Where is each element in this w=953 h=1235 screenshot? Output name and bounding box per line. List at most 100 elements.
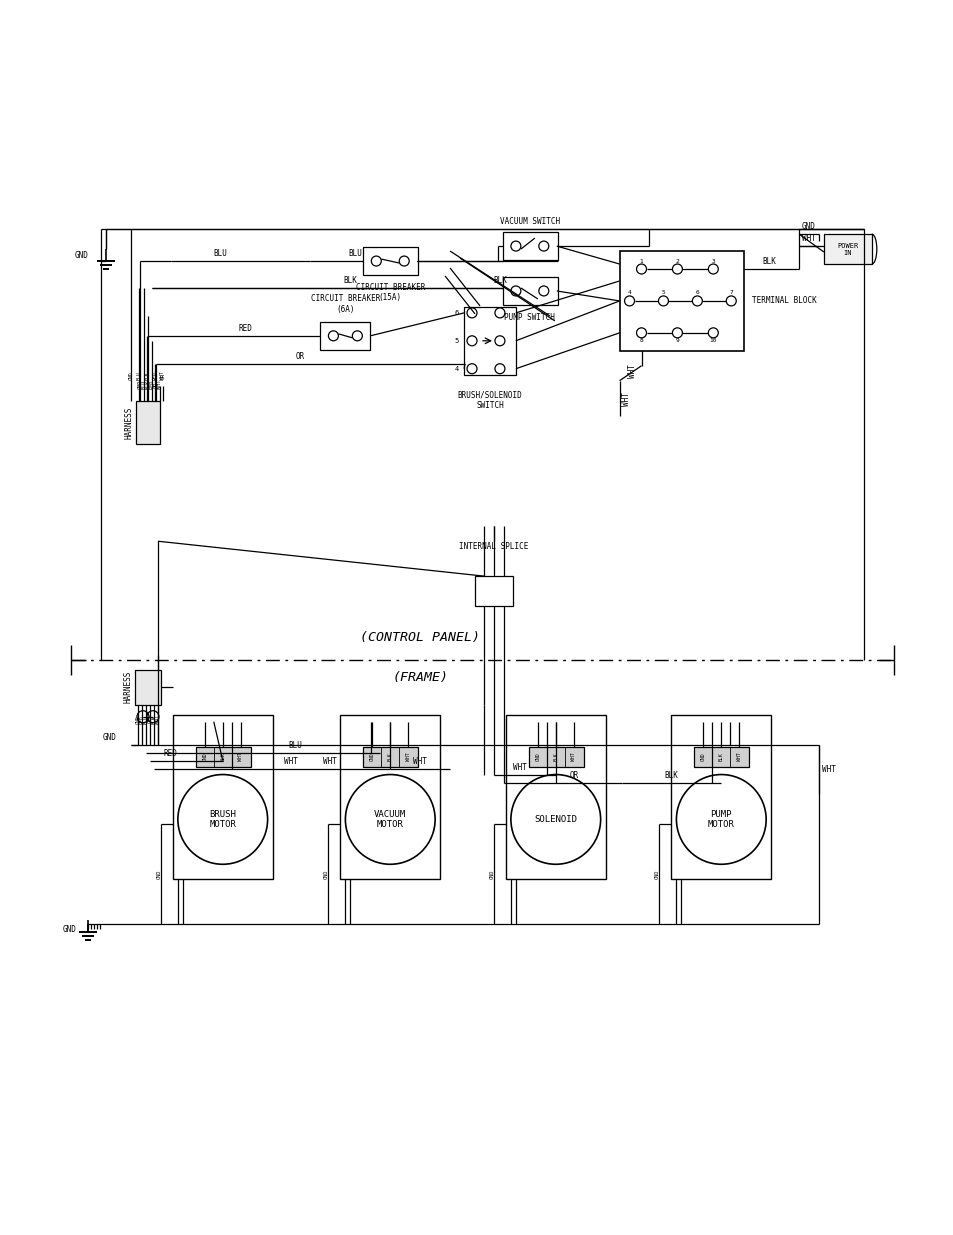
Text: RED: RED (164, 748, 177, 757)
Circle shape (707, 327, 718, 338)
Bar (340, 715, 439, 879)
Circle shape (398, 256, 409, 266)
Text: CIRCUIT BREAKER
(15A): CIRCUIT BREAKER (15A) (355, 283, 424, 303)
Circle shape (177, 774, 268, 864)
Text: BLK: BLK (220, 752, 225, 761)
Text: GND: GND (324, 869, 329, 879)
Text: 8: 8 (639, 338, 642, 343)
Text: PUMP
MOTOR: PUMP MOTOR (707, 810, 734, 829)
Text: VACUUM SWITCH: VACUUM SWITCH (499, 217, 559, 226)
Circle shape (692, 296, 701, 306)
Text: WHT: WHT (513, 762, 526, 772)
Text: RED: RED (150, 380, 154, 389)
Text: CIRCUIT BREAKER
(6A): CIRCUIT BREAKER (6A) (311, 294, 379, 314)
Text: GND: GND (202, 752, 207, 761)
Text: RED: RED (152, 372, 157, 380)
Text: BLU: BLU (141, 380, 147, 389)
Text: WHT: WHT (323, 757, 337, 766)
Bar (463, 308, 516, 374)
Text: WHT: WHT (413, 757, 427, 766)
Circle shape (658, 296, 668, 306)
Text: 7: 7 (729, 290, 732, 295)
Text: OR: OR (148, 716, 152, 722)
Circle shape (495, 336, 504, 346)
Text: BLK: BLK (553, 752, 558, 761)
Text: WHT: WHT (160, 372, 165, 380)
Circle shape (495, 364, 504, 374)
Bar (135, 669, 161, 705)
Text: BLK: BLK (761, 257, 776, 266)
Text: GND: GND (135, 715, 140, 724)
Text: BLU: BLU (136, 372, 141, 380)
Text: OR: OR (153, 382, 158, 388)
Bar (502, 232, 558, 261)
Text: BLK: BLK (145, 380, 151, 389)
Text: WHT: WHT (821, 764, 835, 774)
Text: GND: GND (129, 372, 133, 380)
Text: OR: OR (160, 373, 165, 379)
Text: BLU: BLU (143, 715, 149, 724)
Bar (320, 322, 370, 350)
Text: RED: RED (238, 324, 253, 332)
Text: WHT: WHT (736, 752, 740, 761)
Text: BLU: BLU (348, 249, 362, 258)
Text: 6: 6 (695, 290, 699, 295)
Circle shape (676, 774, 765, 864)
Circle shape (538, 287, 548, 296)
Text: GND: GND (370, 752, 375, 761)
Text: GND: GND (700, 752, 705, 761)
Text: VACUUM
MOTOR: VACUUM MOTOR (374, 810, 406, 829)
Bar (136, 400, 160, 443)
Circle shape (495, 308, 504, 317)
Text: BLK: BLK (664, 771, 678, 779)
Circle shape (672, 264, 681, 274)
Text: WHT: WHT (627, 364, 636, 378)
Circle shape (725, 296, 736, 306)
Text: SOLENOID: SOLENOID (534, 815, 577, 824)
Text: WHT: WHT (801, 235, 815, 243)
Circle shape (511, 774, 600, 864)
Bar (502, 277, 558, 305)
Bar (505, 715, 605, 879)
Text: GND: GND (655, 869, 659, 879)
Text: WHT: WHT (157, 380, 162, 389)
Text: OR: OR (295, 352, 305, 361)
Text: WHT: WHT (621, 391, 630, 405)
Circle shape (371, 256, 381, 266)
Text: 9: 9 (675, 338, 679, 343)
Circle shape (707, 264, 718, 274)
Bar (823, 235, 871, 264)
Text: GND: GND (489, 869, 494, 879)
Text: HARNESS: HARNESS (123, 671, 132, 703)
Circle shape (352, 331, 362, 341)
Text: OR: OR (570, 771, 578, 779)
Bar (671, 715, 770, 879)
Text: GND: GND (156, 869, 161, 879)
Circle shape (672, 327, 681, 338)
Bar (172, 715, 273, 879)
Text: GND: GND (801, 222, 815, 231)
Text: INTERNAL SPLICE: INTERNAL SPLICE (458, 542, 528, 551)
Text: 4: 4 (455, 366, 458, 372)
Text: WHT: WHT (155, 715, 160, 724)
Text: (CONTROL PANEL): (CONTROL PANEL) (360, 631, 479, 645)
Circle shape (636, 327, 646, 338)
Text: BLK: BLK (493, 275, 506, 285)
Circle shape (467, 308, 476, 317)
Text: 1: 1 (639, 258, 642, 263)
Bar (195, 747, 251, 767)
Circle shape (328, 331, 338, 341)
Text: 5: 5 (455, 338, 458, 343)
Text: BRUSH/SOLENOID
SWITCH: BRUSH/SOLENOID SWITCH (457, 390, 522, 410)
Text: GND: GND (535, 752, 539, 761)
Text: BRUSH
MOTOR: BRUSH MOTOR (209, 810, 236, 829)
Bar (363, 247, 417, 275)
Text: HARNESS: HARNESS (124, 406, 132, 438)
Text: 3: 3 (711, 258, 715, 263)
Text: 2: 2 (675, 258, 679, 263)
Text: BLK: BLK (144, 372, 150, 380)
Text: BLK: BLK (387, 752, 393, 761)
Circle shape (345, 774, 435, 864)
Text: GND: GND (62, 925, 76, 934)
Text: 6: 6 (455, 310, 458, 316)
